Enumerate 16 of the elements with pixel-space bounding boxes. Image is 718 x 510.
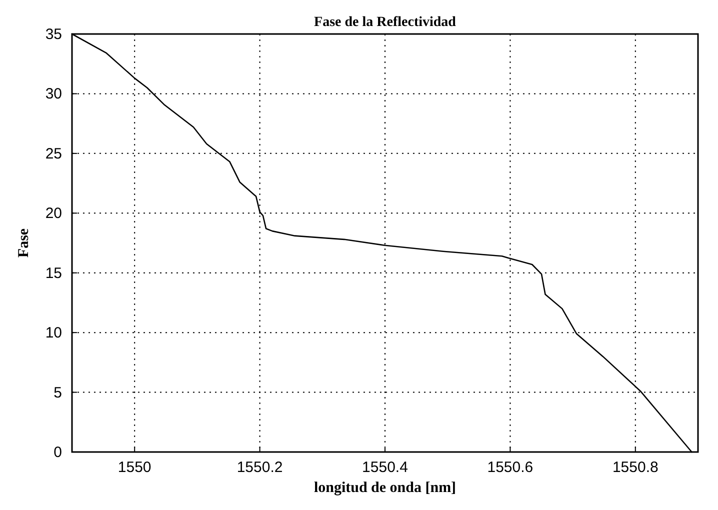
x-tick-label: 1550.4 [362, 459, 408, 476]
y-tick-label: 15 [45, 264, 62, 282]
y-tick-label: 20 [45, 205, 62, 222]
x-tick-label: 1550 [118, 459, 152, 476]
x-axis-title: longitud de onda [nm] [314, 480, 456, 496]
x-tick-label: 1550.6 [487, 459, 534, 476]
y-tick-label: 0 [54, 444, 62, 461]
y-tick-label: 10 [45, 324, 62, 342]
x-tick-label: 1550.8 [612, 459, 658, 476]
chart-title: Fase de la Reflectividad [314, 15, 456, 30]
y-tick-label: 5 [54, 384, 62, 402]
y-tick-label: 35 [45, 26, 62, 43]
x-tick-label: 1550.2 [236, 459, 283, 476]
y-tick-label: 30 [45, 86, 62, 103]
y-tick-label: 25 [45, 145, 62, 162]
y-axis-title: Fase [16, 228, 32, 258]
